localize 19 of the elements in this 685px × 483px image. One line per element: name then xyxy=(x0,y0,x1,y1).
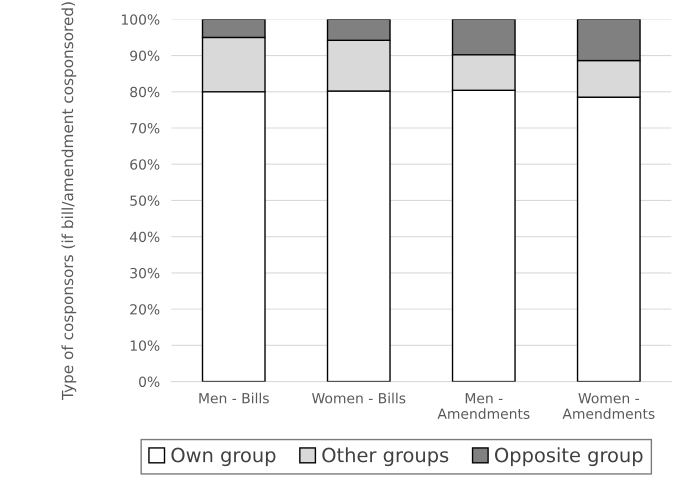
y-tick-label: 40% xyxy=(130,232,160,242)
y-tick-label: 10% xyxy=(130,340,160,351)
y-axis-title: Type of cosponsors (if bill/amendment cosponsored) xyxy=(61,2,76,400)
y-tick-label: 70% xyxy=(130,122,160,134)
x-tick-label: Men - Amendments xyxy=(438,393,530,419)
y-tick-label: 100% xyxy=(122,14,160,25)
y-tick-label: 90% xyxy=(130,50,160,62)
x-tick-label: Women - Bills xyxy=(312,392,406,404)
y-tick-label: 30% xyxy=(130,268,160,278)
y-tick-label: 20% xyxy=(130,304,160,315)
legend-label: Opposite group xyxy=(495,447,643,466)
legend-label: Other groups xyxy=(322,447,448,466)
y-tick-label: 50% xyxy=(130,195,160,206)
x-tick-label: Men - Bills xyxy=(199,392,269,404)
y-tick-label: 60% xyxy=(130,159,160,170)
y-tick-label: 80% xyxy=(130,86,160,98)
x-tick-label: Women - Amendments xyxy=(562,393,654,419)
legend-label: Own group xyxy=(171,448,276,466)
y-tick-label: 0% xyxy=(139,376,160,388)
